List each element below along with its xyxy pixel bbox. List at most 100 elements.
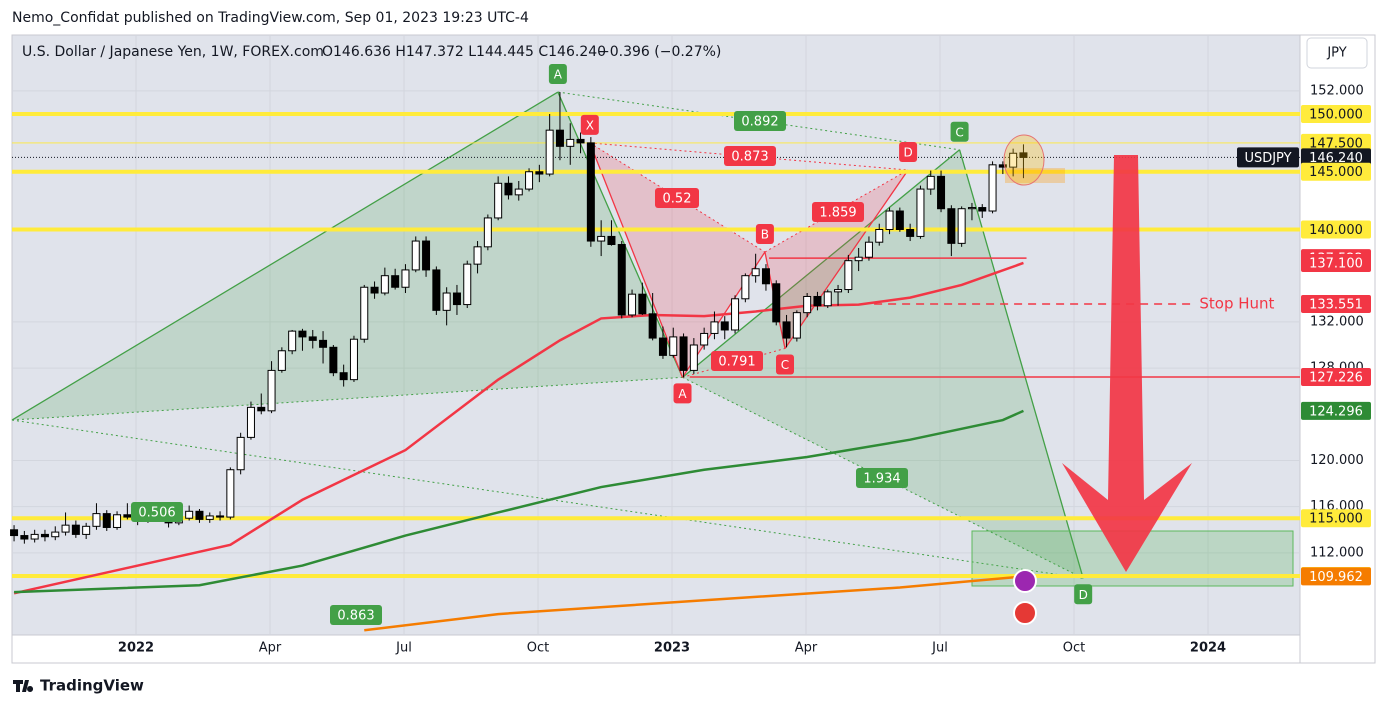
symbol-title: U.S. Dollar / Japanese Yen, 1W, FOREX.co… <box>22 44 324 60</box>
ratio-box <box>734 111 786 131</box>
candle-body <box>267 369 276 412</box>
ratio-label: 0.506 <box>138 506 175 521</box>
candle-body <box>864 241 873 258</box>
price-label: 109.962 <box>1309 570 1363 585</box>
price-label-box <box>1301 567 1371 586</box>
pattern-point-label: X <box>586 118 594 132</box>
candle-body <box>658 337 667 356</box>
candle-body <box>113 514 122 528</box>
candle-body <box>391 275 400 288</box>
pattern-leg <box>784 169 909 349</box>
pattern-point-label: C <box>781 358 789 372</box>
candle-body <box>978 207 987 212</box>
candle-body <box>854 256 863 262</box>
pattern-area <box>12 92 683 421</box>
candle-body <box>916 188 925 237</box>
candle-body <box>473 246 482 265</box>
candle-body <box>586 142 595 242</box>
candle-body <box>504 182 513 196</box>
y-tick-label: 112.000 <box>1310 545 1364 560</box>
flag-icon <box>1013 601 1037 625</box>
candle-body <box>803 295 812 314</box>
event-icon <box>1013 569 1037 593</box>
candle-body <box>998 164 1007 168</box>
candle-body <box>875 228 884 243</box>
candle-body <box>10 529 19 537</box>
candle-body <box>669 336 678 356</box>
level-text: Stop Hunt <box>1199 294 1274 312</box>
x-tick-label: 2024 <box>1190 641 1226 656</box>
candle-body <box>319 339 328 348</box>
frame <box>11 34 1376 664</box>
candle-body <box>957 208 966 244</box>
candle-body <box>102 513 111 528</box>
candle-body <box>937 175 946 210</box>
logo <box>13 680 34 692</box>
symbol-tag-box <box>1237 147 1299 168</box>
candle-body <box>792 312 801 339</box>
ratio-box <box>131 502 183 522</box>
candle-body <box>20 535 29 540</box>
price-label: 145.000 <box>1309 165 1363 180</box>
candle-body <box>772 283 781 323</box>
ratio-label: 0.873 <box>731 150 768 165</box>
candle-body <box>123 514 132 518</box>
candle-body <box>51 531 60 538</box>
ratio-label: 1.934 <box>863 472 900 487</box>
price-label-box <box>1301 162 1371 181</box>
price-label-box <box>1301 104 1371 123</box>
candle-body <box>638 293 647 315</box>
candle-body <box>844 260 853 291</box>
candle-body <box>236 436 245 471</box>
candle-body <box>411 240 420 271</box>
candle-body <box>700 332 709 346</box>
price-label: 127.226 <box>1309 371 1363 386</box>
candle-body <box>308 336 317 341</box>
x-tick-label: Jul <box>395 641 412 656</box>
pattern-area <box>682 149 1084 579</box>
price-label: 146.240 <box>1309 151 1363 166</box>
candle-body <box>545 129 554 175</box>
candle-body <box>947 208 956 244</box>
candle-body <box>576 138 585 144</box>
candle-body <box>926 175 935 190</box>
y-tick-label: 120.000 <box>1310 453 1364 468</box>
pattern-leg <box>589 142 684 378</box>
candle-body <box>751 268 760 277</box>
highlight-circle <box>1003 134 1045 186</box>
candle-body <box>607 235 616 246</box>
candle-body <box>731 298 740 331</box>
resistance-box <box>1005 168 1065 183</box>
candle-body <box>648 313 657 339</box>
price-label-box <box>1301 253 1371 272</box>
candle-body <box>329 346 338 374</box>
pattern-leg <box>682 149 961 378</box>
candle-body <box>257 406 266 412</box>
moving-average <box>364 575 1024 632</box>
ratio-label: 0.52 <box>663 192 692 207</box>
ratio-label: 0.892 <box>741 115 778 130</box>
x-tick-label: Jul <box>931 641 948 656</box>
candle-body <box>782 321 791 339</box>
pattern-area <box>589 142 765 378</box>
currency[interactable]: JPY <box>1326 46 1346 61</box>
price-label: 140.000 <box>1309 223 1363 238</box>
pattern-area <box>764 170 909 349</box>
candle-body <box>370 286 379 294</box>
candle-body <box>967 207 976 210</box>
candle-body <box>442 292 451 311</box>
candle-body <box>360 286 369 340</box>
ratio-box <box>856 468 908 488</box>
currency-button[interactable] <box>1306 37 1368 69</box>
candle-body <box>298 330 307 338</box>
candle-body <box>741 275 750 300</box>
candle-body <box>339 372 348 381</box>
price-label-box <box>1301 401 1371 420</box>
ratio-label: 0.863 <box>337 609 374 624</box>
pattern-point-box <box>755 224 774 245</box>
pattern-point-label: B <box>761 228 769 242</box>
candle-body <box>216 515 225 518</box>
pattern-point-box <box>1074 584 1093 605</box>
